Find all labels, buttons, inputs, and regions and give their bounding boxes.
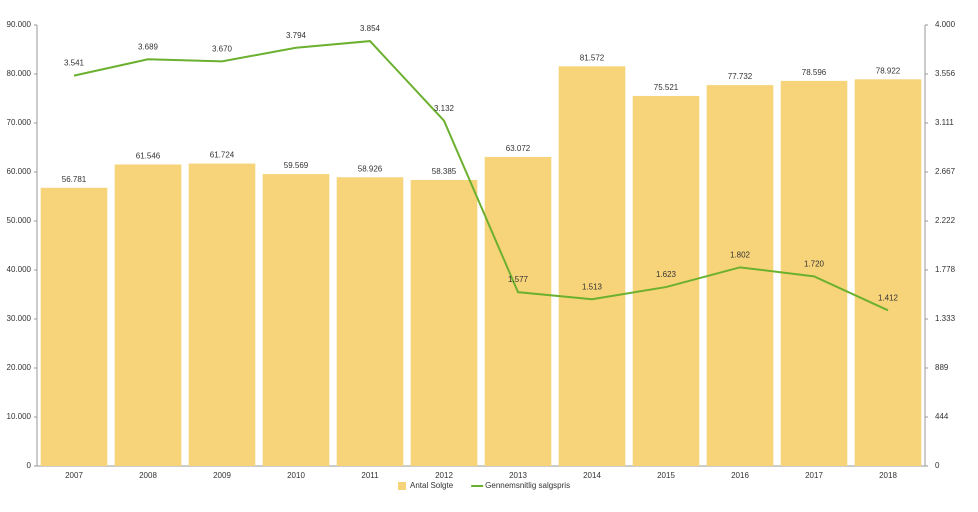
bar xyxy=(40,187,108,466)
y-tick-label: 60.000 xyxy=(7,167,32,176)
data-label: 63.072 xyxy=(506,144,531,153)
bar xyxy=(558,66,626,466)
y2-tick-label: 444 xyxy=(935,412,949,421)
bar-shade xyxy=(411,180,478,466)
x-tick-label: 2012 xyxy=(435,471,453,480)
data-label: 61.724 xyxy=(210,151,235,160)
x-tick-label: 2013 xyxy=(509,471,527,480)
data-label: 1.720 xyxy=(804,259,825,268)
x-tick-label: 2007 xyxy=(65,471,83,480)
x-tick-label: 2008 xyxy=(139,471,157,480)
y-tick-label: 50.000 xyxy=(7,216,32,225)
bar xyxy=(336,177,404,466)
data-label: 56.781 xyxy=(62,175,87,184)
bar xyxy=(262,174,330,467)
bar xyxy=(410,179,478,466)
y2-tick-label: 1.778 xyxy=(935,265,956,274)
bar-shade xyxy=(485,157,552,466)
data-label: 78.596 xyxy=(802,68,827,77)
y2-tick-label: 0 xyxy=(935,461,940,470)
data-label: 75.521 xyxy=(654,83,679,92)
legend-label: Gennemsnitlig salgspris xyxy=(485,481,570,490)
y2-tick-label: 3.111 xyxy=(935,118,954,127)
x-tick-label: 2017 xyxy=(805,471,823,480)
y-tick-label: 80.000 xyxy=(7,69,32,78)
y-tick-label: 0 xyxy=(27,461,32,470)
bar-shade xyxy=(189,164,256,466)
data-label: 77.732 xyxy=(728,72,753,81)
y-tick-label: 70.000 xyxy=(7,118,32,127)
bar-shade xyxy=(855,79,922,466)
bar xyxy=(484,156,552,466)
bar-shade xyxy=(559,66,626,466)
bar-shade xyxy=(337,177,404,466)
x-tick-label: 2016 xyxy=(731,471,749,480)
bar xyxy=(188,163,256,466)
data-label: 1.802 xyxy=(730,250,751,259)
bar xyxy=(114,164,182,466)
y2-tick-label: 2.222 xyxy=(935,216,956,225)
data-label: 1.577 xyxy=(508,275,529,284)
x-tick-label: 2014 xyxy=(583,471,601,480)
bar-shade xyxy=(707,85,774,466)
data-label: 58.926 xyxy=(358,164,383,173)
data-label: 81.572 xyxy=(580,53,605,62)
data-label: 59.569 xyxy=(284,161,309,170)
line xyxy=(73,40,889,312)
data-label: 3.689 xyxy=(138,42,159,51)
bar xyxy=(706,85,774,467)
data-label: 58.385 xyxy=(432,167,457,176)
x-tick-label: 2018 xyxy=(879,471,897,480)
data-label: 1.412 xyxy=(878,293,899,302)
y-tick-label: 10.000 xyxy=(7,412,32,421)
data-label: 3.541 xyxy=(64,59,85,68)
y-tick-label: 30.000 xyxy=(7,314,32,323)
x-tick-label: 2010 xyxy=(287,471,305,480)
x-tick-label: 2009 xyxy=(213,471,231,480)
data-label: 3.670 xyxy=(212,44,233,53)
data-label: 3.132 xyxy=(434,104,455,113)
y2-tick-label: 4.000 xyxy=(935,20,956,29)
data-label: 1.623 xyxy=(656,270,677,279)
data-label: 61.546 xyxy=(136,152,161,161)
bar-shade xyxy=(115,164,182,466)
y2-tick-label: 3.556 xyxy=(935,69,956,78)
y2-tick-label: 1.333 xyxy=(935,314,956,323)
x-tick-label: 2011 xyxy=(361,471,379,480)
data-label: 3.794 xyxy=(286,31,307,40)
data-label: 3.854 xyxy=(360,24,381,33)
legend-label: Antal Solgte xyxy=(410,481,454,490)
bar-shade xyxy=(263,174,330,466)
y-tick-label: 40.000 xyxy=(7,265,32,274)
y2-tick-label: 889 xyxy=(935,363,949,372)
y-tick-label: 20.000 xyxy=(7,363,32,372)
bar-shade xyxy=(41,188,108,466)
x-tick-label: 2015 xyxy=(657,471,675,480)
bar xyxy=(854,79,922,467)
data-label: 1.513 xyxy=(582,282,603,291)
legend-swatch xyxy=(398,482,406,490)
y-tick-label: 90.000 xyxy=(7,20,32,29)
data-label: 78.922 xyxy=(876,66,901,75)
y2-tick-label: 2.667 xyxy=(935,167,956,176)
